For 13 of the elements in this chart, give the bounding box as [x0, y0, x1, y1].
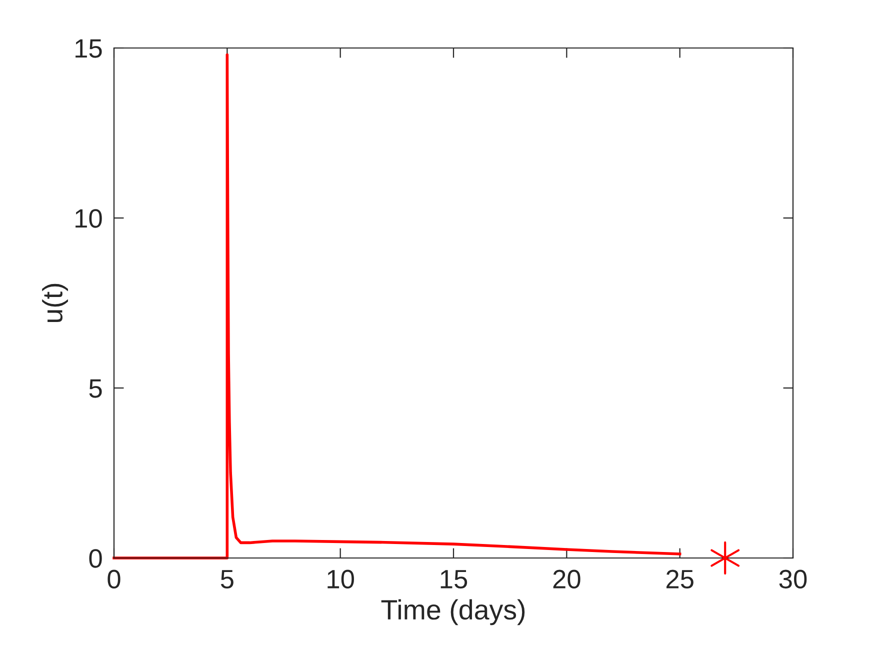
- x-tick-label: 0: [108, 570, 120, 588]
- x-tick-label: 10: [328, 570, 354, 588]
- x-tick-label: 20: [553, 570, 580, 588]
- x-tick-label: 25: [666, 570, 694, 588]
- x-tick-label: 15: [440, 570, 468, 588]
- y-tick-label: 0: [89, 549, 102, 568]
- x-axis-title: Time (days): [381, 599, 525, 626]
- y-tick-label: 5: [89, 379, 102, 398]
- y-tick-label: 15: [76, 39, 102, 58]
- y-tick-label: 10: [76, 209, 102, 228]
- x-tick-label: 5: [220, 570, 234, 588]
- y-axis-title: u(t): [42, 284, 68, 322]
- x-tick-label: 30: [779, 570, 807, 588]
